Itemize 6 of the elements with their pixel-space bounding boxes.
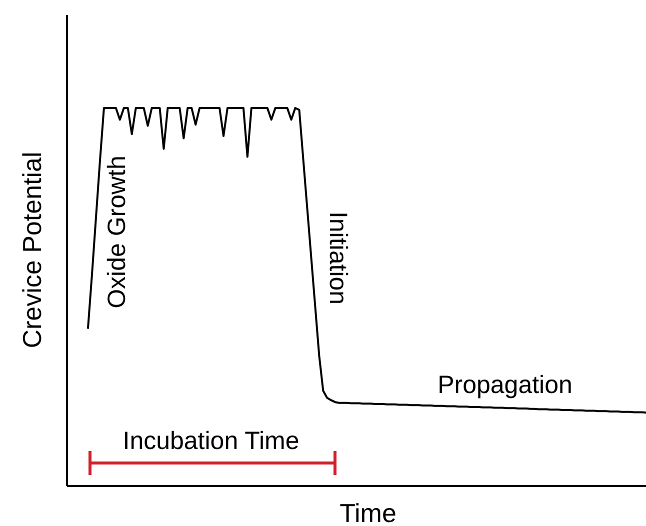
y-axis-title: Crevice Potential bbox=[17, 152, 47, 348]
annotation: Oxide Growth bbox=[103, 156, 131, 308]
annotation: Incubation Time bbox=[122, 427, 300, 455]
annotation: Initiation bbox=[324, 211, 352, 305]
x-axis-title: Time bbox=[340, 498, 396, 526]
annotation: Propagation bbox=[438, 371, 572, 399]
